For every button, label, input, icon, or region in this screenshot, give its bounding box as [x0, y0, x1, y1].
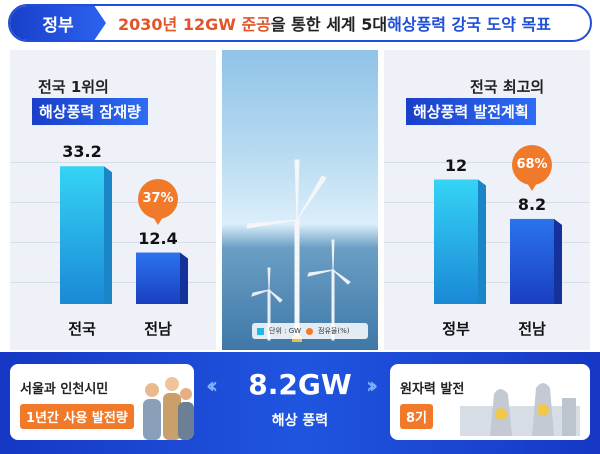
grid-line — [10, 282, 216, 283]
right-chart-panel: 전국 최고의 해상풍력 발전계획 12 정부 8.2 전남 68% — [384, 50, 590, 350]
bar-front — [510, 218, 554, 304]
bar-front — [60, 166, 104, 304]
grid-line — [384, 242, 590, 243]
bar-side — [478, 179, 486, 304]
turbine-blade — [251, 289, 270, 297]
left-card-line1: 서울과 인천시민 — [20, 382, 109, 397]
right-kicker: 전국 최고의 — [470, 78, 545, 96]
header-banner: 정부 2030년 12GW 준공 을 통한 세계 5대 해상풍력 강국 도약 목… — [8, 4, 592, 42]
bar-front — [136, 252, 180, 304]
bar-value-label: 12 — [444, 155, 468, 175]
bar-value-label: 33.2 — [62, 142, 102, 162]
turbine-tower — [294, 219, 300, 341]
header-title-part1: 2030년 12GW 준공 — [118, 15, 271, 34]
bar-value-label: 8.2 — [517, 194, 547, 214]
legend-unit-swatch — [257, 327, 264, 335]
bottom-band: 서울과 인천시민 1년간 사용 발전량 ‹‹ 8.2GW 해상 풍력 ›› 원자… — [0, 352, 600, 454]
bar-category-label: 정부 — [442, 320, 470, 338]
bar-category-label: 전남 — [144, 320, 172, 338]
grid-line — [384, 282, 590, 283]
left-tag: 해상풍력 잠재량 — [32, 98, 148, 125]
bar-전남 — [510, 218, 562, 304]
legend-unit-label: 단위 : GW — [269, 327, 302, 335]
share-badge: 68% — [512, 144, 552, 191]
left-comparison-card: 서울과 인천시민 1년간 사용 발전량 — [10, 364, 194, 440]
nuclear-plant-icon — [460, 383, 580, 436]
header-title: 2030년 12GW 준공 을 통한 세계 5대 해상풍력 강국 도약 목표 — [118, 6, 551, 40]
wind-turbine-illustration — [246, 159, 351, 342]
share-badge: 37% — [138, 178, 178, 225]
chevron-left-icon: ‹‹ — [206, 374, 218, 399]
turbine-mid — [307, 239, 351, 341]
grid-line — [10, 202, 216, 203]
chart-legend: 단위 : GW 점유율(%) — [252, 323, 368, 339]
turbine-small — [251, 267, 283, 341]
center-value: 8.2GW — [248, 368, 352, 401]
bar-side — [180, 252, 188, 304]
turbine-big — [246, 159, 327, 342]
turbine-blade — [296, 175, 327, 221]
header-badge: 정부 — [10, 6, 106, 40]
bar-value-label: 12.4 — [138, 228, 178, 248]
grid-line — [384, 162, 590, 163]
bar-front — [434, 179, 478, 304]
grid-line — [384, 202, 590, 203]
chevron-right-icon: ›› — [366, 374, 378, 399]
bar-category-label: 전국 — [68, 320, 96, 338]
turbine-blade — [246, 219, 298, 229]
turbine-blade — [268, 289, 283, 303]
left-kicker: 전국 1위의 — [38, 78, 109, 96]
left-chart-panel: 전국 1위의 해상풍력 잠재량 33.2 전국 12.4 전남 37% — [10, 50, 216, 350]
grid-line — [10, 242, 216, 243]
legend-share-swatch — [306, 327, 314, 335]
turbine-blade — [331, 239, 335, 271]
turbine-blade — [307, 269, 334, 277]
right-comparison-card: 원자력 발전 8기 — [390, 364, 590, 440]
left-bar-chart — [60, 166, 188, 304]
turbine-blade — [267, 267, 271, 291]
bar-정부 — [434, 179, 486, 304]
people-icon — [143, 377, 194, 440]
right-card-line1: 원자력 발전 — [400, 382, 465, 397]
wind-farm-photo — [222, 50, 378, 350]
left-card-tag: 1년간 사용 발전량 — [20, 404, 134, 429]
right-tag: 해상풍력 발전계획 — [406, 98, 536, 125]
grid-line — [10, 162, 216, 163]
bar-side — [104, 166, 112, 304]
turbine-blade — [294, 159, 300, 221]
turbine-base — [292, 336, 302, 342]
turbine-blade — [332, 269, 351, 285]
header-title-part3: 해상풍력 강국 도약 목표 — [387, 15, 551, 34]
bar-전남 — [136, 252, 188, 304]
right-card-tag: 8기 — [400, 404, 434, 429]
bar-전국 — [60, 166, 112, 304]
right-bar-chart — [434, 179, 562, 304]
center-label: 해상 풍력 — [271, 413, 329, 429]
bar-side — [554, 218, 562, 304]
bar-category-label: 전남 — [518, 320, 546, 338]
legend-share-label: 점유율(%) — [318, 327, 350, 335]
header-title-part2: 을 통한 세계 5대 — [270, 15, 388, 34]
